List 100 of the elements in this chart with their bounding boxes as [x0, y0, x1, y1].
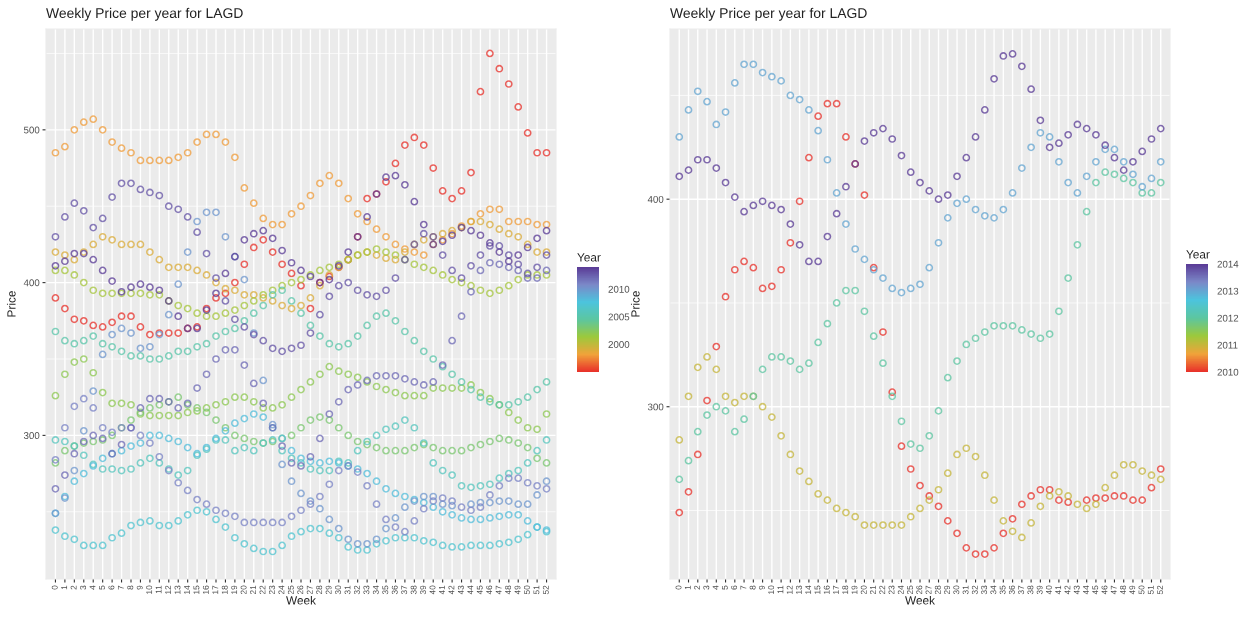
x-tick-label: 8 — [127, 585, 134, 590]
x-tick-label: 15 — [193, 585, 200, 594]
x-tick-label: 33 — [363, 585, 370, 595]
x-tick-label: 4 — [712, 585, 719, 590]
x-tick-label: 19 — [231, 585, 238, 594]
x-tick-label: 37 — [1018, 585, 1025, 595]
chart-title: Weekly Price per year for LAGD — [46, 7, 243, 21]
x-tick-label: 7 — [740, 585, 747, 590]
x-tick-label: 12 — [165, 585, 171, 594]
x-tick-label: 18 — [842, 585, 849, 594]
x-tick-label: 52 — [1157, 585, 1163, 595]
x-tick-label: 42 — [1064, 585, 1071, 595]
x-tick-label: 16 — [823, 585, 830, 594]
x-tick-label: 5 — [99, 585, 105, 590]
x-tick-label: 39 — [420, 585, 427, 595]
x-tick-label: 5 — [721, 585, 728, 590]
x-tick-label: 25 — [907, 585, 913, 595]
x-tick-label: 49 — [514, 585, 521, 595]
x-tick-label: 2 — [694, 585, 700, 590]
x-tick-label: 15 — [814, 585, 821, 594]
x-tick-label: 22 — [879, 585, 886, 595]
x-tick-label: 34 — [990, 585, 997, 595]
y-axis-title: Price — [630, 291, 640, 317]
x-tick-label: 9 — [758, 585, 765, 590]
x-tick-label: 29 — [944, 585, 951, 595]
x-tick-label: 50 — [524, 585, 530, 595]
x-tick-label: 31 — [962, 585, 969, 595]
x-tick-label: 4 — [89, 585, 96, 590]
x-tick-label: 20 — [860, 585, 867, 595]
x-tick-label: 14 — [805, 585, 812, 594]
y-tick-label: 500 — [23, 126, 40, 134]
x-tick-label: 2 — [70, 585, 77, 590]
x-tick-label: 14 — [184, 585, 190, 594]
x-tick-label: 32 — [354, 585, 360, 595]
x-axis-title: Week — [905, 595, 935, 605]
x-tick-label: 12 — [786, 585, 793, 594]
y-tick-label: 300 — [23, 432, 40, 440]
x-tick-label: 11 — [155, 585, 162, 594]
x-tick-label: 16 — [202, 585, 209, 594]
x-tick-label: 38 — [410, 585, 417, 595]
x-tick-label: 24 — [278, 585, 285, 595]
x-tick-label: 13 — [174, 585, 181, 594]
x-tick-label: 6 — [108, 585, 115, 590]
x-tick-label: 23 — [888, 585, 895, 595]
x-tick-label: 47 — [495, 585, 502, 595]
x-tick-label: 36 — [391, 585, 398, 595]
x-tick-label: 7 — [117, 585, 124, 590]
x-tick-label: 17 — [833, 585, 839, 594]
x-tick-label: 25 — [287, 585, 294, 595]
x-tick-label: 28 — [934, 585, 941, 595]
x-tick-label: 38 — [1027, 585, 1034, 595]
x-tick-label: 47 — [1110, 585, 1117, 595]
color-bar-label: 2013 — [1217, 287, 1239, 295]
x-tick-label: 9 — [136, 585, 143, 590]
y-tick-label: 300 — [647, 403, 664, 411]
x-tick-label: 28 — [316, 585, 323, 595]
x-tick-label: 30 — [335, 585, 342, 595]
y-axis-title: Price — [6, 291, 16, 317]
color-bar-label: 2010 — [1217, 368, 1239, 376]
x-tick-label: 8 — [749, 585, 756, 590]
x-tick-label: 10 — [768, 585, 775, 594]
y-tick-label: 400 — [647, 195, 664, 203]
x-tick-label: 50 — [1138, 585, 1145, 595]
x-tick-label: 23 — [269, 585, 275, 595]
x-tick-label: 27 — [925, 585, 932, 595]
x-tick-label: 35 — [382, 585, 389, 595]
x-tick-label: 42 — [448, 585, 455, 595]
x-tick-label: 20 — [240, 585, 247, 595]
x-tick-label: 51 — [533, 585, 540, 595]
x-tick-label: 46 — [486, 585, 493, 595]
x-tick-label: 49 — [1129, 585, 1136, 595]
x-tick-label: 27 — [306, 585, 313, 595]
x-tick-label: 13 — [795, 585, 802, 594]
x-tick-label: 48 — [1120, 585, 1126, 595]
x-tick-label: 30 — [953, 585, 960, 595]
x-tick-label: 29 — [325, 585, 332, 595]
x-tick-label: 40 — [1045, 585, 1052, 595]
x-tick-label: 31 — [344, 585, 351, 595]
color-bar-title: Year — [1186, 250, 1210, 259]
x-axis-title: Week — [286, 595, 316, 605]
x-tick-label: 19 — [851, 585, 858, 594]
color-bar-label: 2014 — [1217, 260, 1239, 268]
color-bar-label: 2000 — [608, 341, 630, 348]
x-tick-label: 0 — [675, 585, 682, 590]
y-tick-label: 400 — [23, 279, 40, 287]
color-bar-label: 2010 — [608, 285, 630, 293]
chart-title: Weekly Price per year for LAGD — [670, 7, 867, 21]
x-tick-label: 35 — [999, 585, 1006, 595]
x-tick-label: 45 — [476, 585, 483, 595]
color-bar-label: 2011 — [1217, 341, 1238, 349]
x-tick-label: 0 — [51, 585, 58, 590]
color-bar-title: Year — [577, 253, 601, 262]
x-tick-label: 32 — [971, 585, 978, 595]
x-tick-label: 43 — [457, 585, 464, 595]
x-tick-label: 51 — [1147, 585, 1154, 595]
x-tick-label: 21 — [870, 585, 876, 595]
x-tick-label: 11 — [777, 585, 784, 594]
x-tick-label: 36 — [1008, 585, 1015, 595]
x-tick-label: 17 — [212, 585, 219, 594]
x-tick-label: 48 — [505, 585, 512, 595]
